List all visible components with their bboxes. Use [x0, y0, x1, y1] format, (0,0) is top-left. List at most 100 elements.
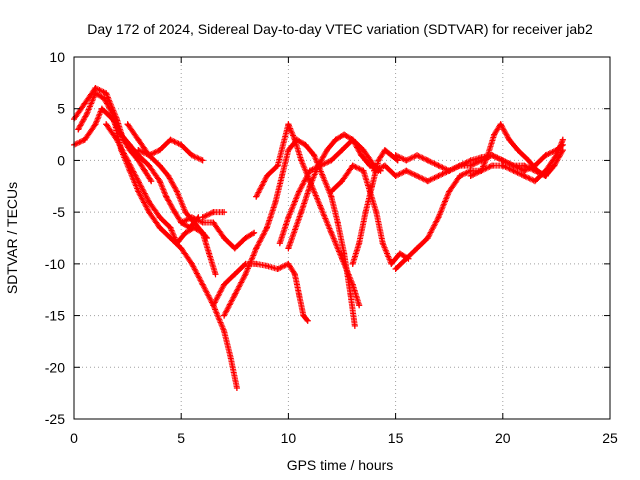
data-point: [435, 214, 442, 221]
data-point: [199, 281, 206, 288]
data-point: [435, 172, 442, 179]
series-sat-d: [103, 121, 219, 278]
data-point: [178, 245, 185, 252]
data-point: [315, 162, 322, 169]
data-point: [534, 167, 541, 174]
series-sat-f: [135, 147, 210, 241]
data-point: [272, 198, 279, 205]
data-point: [414, 245, 421, 252]
data-point: [156, 224, 163, 231]
data-point: [92, 90, 99, 97]
y-tick-label: -15: [45, 308, 65, 324]
data-point: [263, 224, 270, 231]
data-point: [559, 136, 566, 143]
data-point: [317, 203, 324, 210]
x-tick-label: 15: [388, 430, 404, 446]
data-point: [199, 229, 206, 236]
data-point: [506, 136, 513, 143]
data-point: [173, 188, 180, 195]
data-point: [210, 209, 217, 216]
data-point: [274, 266, 281, 273]
data-point: [403, 255, 410, 262]
data-point: [101, 95, 108, 102]
data-point: [531, 178, 538, 185]
data-point: [356, 302, 363, 309]
series-sat-g: [178, 214, 258, 252]
data-point: [124, 157, 131, 164]
data-point: [221, 281, 228, 288]
data-point: [360, 147, 367, 154]
data-point: [83, 110, 90, 117]
data-point: [396, 250, 403, 257]
data-point: [521, 172, 528, 179]
data-point: [328, 193, 335, 200]
data-point: [499, 157, 506, 164]
data-point: [306, 183, 313, 190]
data-point: [379, 240, 386, 247]
data-point: [182, 229, 189, 236]
series-sat-j: [221, 136, 358, 329]
chart-title: Day 172 of 2024, Sidereal Day-to-day VTE…: [87, 21, 593, 37]
data-point: [510, 167, 517, 174]
data-point: [424, 178, 431, 185]
data-point: [221, 312, 228, 319]
data-point: [375, 157, 382, 164]
series-sat-k: [253, 121, 363, 309]
data-point: [510, 162, 517, 169]
data-point: [141, 167, 148, 174]
data-point: [146, 209, 153, 216]
data-point: [148, 178, 155, 185]
y-tick-label: 0: [57, 152, 65, 168]
data-point: [394, 157, 401, 164]
data-point: [146, 198, 153, 205]
data-points: [71, 85, 566, 391]
y-tick-label: 10: [49, 49, 65, 65]
data-point: [285, 121, 292, 128]
x-tick-label: 0: [70, 430, 78, 446]
data-point: [199, 219, 206, 226]
y-tick-label: -20: [45, 359, 65, 375]
data-point: [210, 219, 217, 226]
x-tick-label: 10: [281, 430, 297, 446]
data-point: [165, 172, 172, 179]
data-point: [227, 353, 234, 360]
data-point: [356, 240, 363, 247]
data-point: [521, 167, 528, 174]
data-point: [298, 209, 305, 216]
data-point: [135, 136, 142, 143]
data-point: [233, 384, 240, 391]
data-point: [311, 152, 318, 159]
data-point: [81, 100, 88, 107]
data-point: [191, 219, 198, 226]
data-point: [221, 235, 228, 241]
data-point: [274, 162, 281, 169]
data-point: [231, 291, 238, 298]
series-sat-c: [75, 90, 240, 391]
plot-frame: [73, 56, 611, 420]
series-markers: [392, 162, 506, 272]
data-point: [349, 162, 356, 169]
data-point: [135, 188, 142, 195]
data-point: [360, 167, 367, 174]
data-point: [497, 121, 504, 128]
data-point: [163, 193, 170, 200]
data-point: [435, 162, 442, 169]
data-point: [98, 105, 105, 112]
data-point: [339, 255, 345, 262]
series-sat-h: [199, 209, 228, 221]
data-point: [135, 178, 142, 185]
data-point: [392, 152, 399, 159]
data-point: [188, 214, 195, 221]
data-point: [253, 245, 260, 252]
data-point: [126, 141, 133, 148]
data-point: [319, 172, 326, 179]
data-point: [362, 209, 369, 216]
data-point: [525, 157, 532, 164]
data-point: [113, 136, 120, 143]
data-point: [92, 85, 99, 92]
data-point: [278, 172, 285, 179]
data-point: [203, 235, 210, 241]
data-point: [467, 157, 474, 164]
data-point: [291, 136, 298, 143]
